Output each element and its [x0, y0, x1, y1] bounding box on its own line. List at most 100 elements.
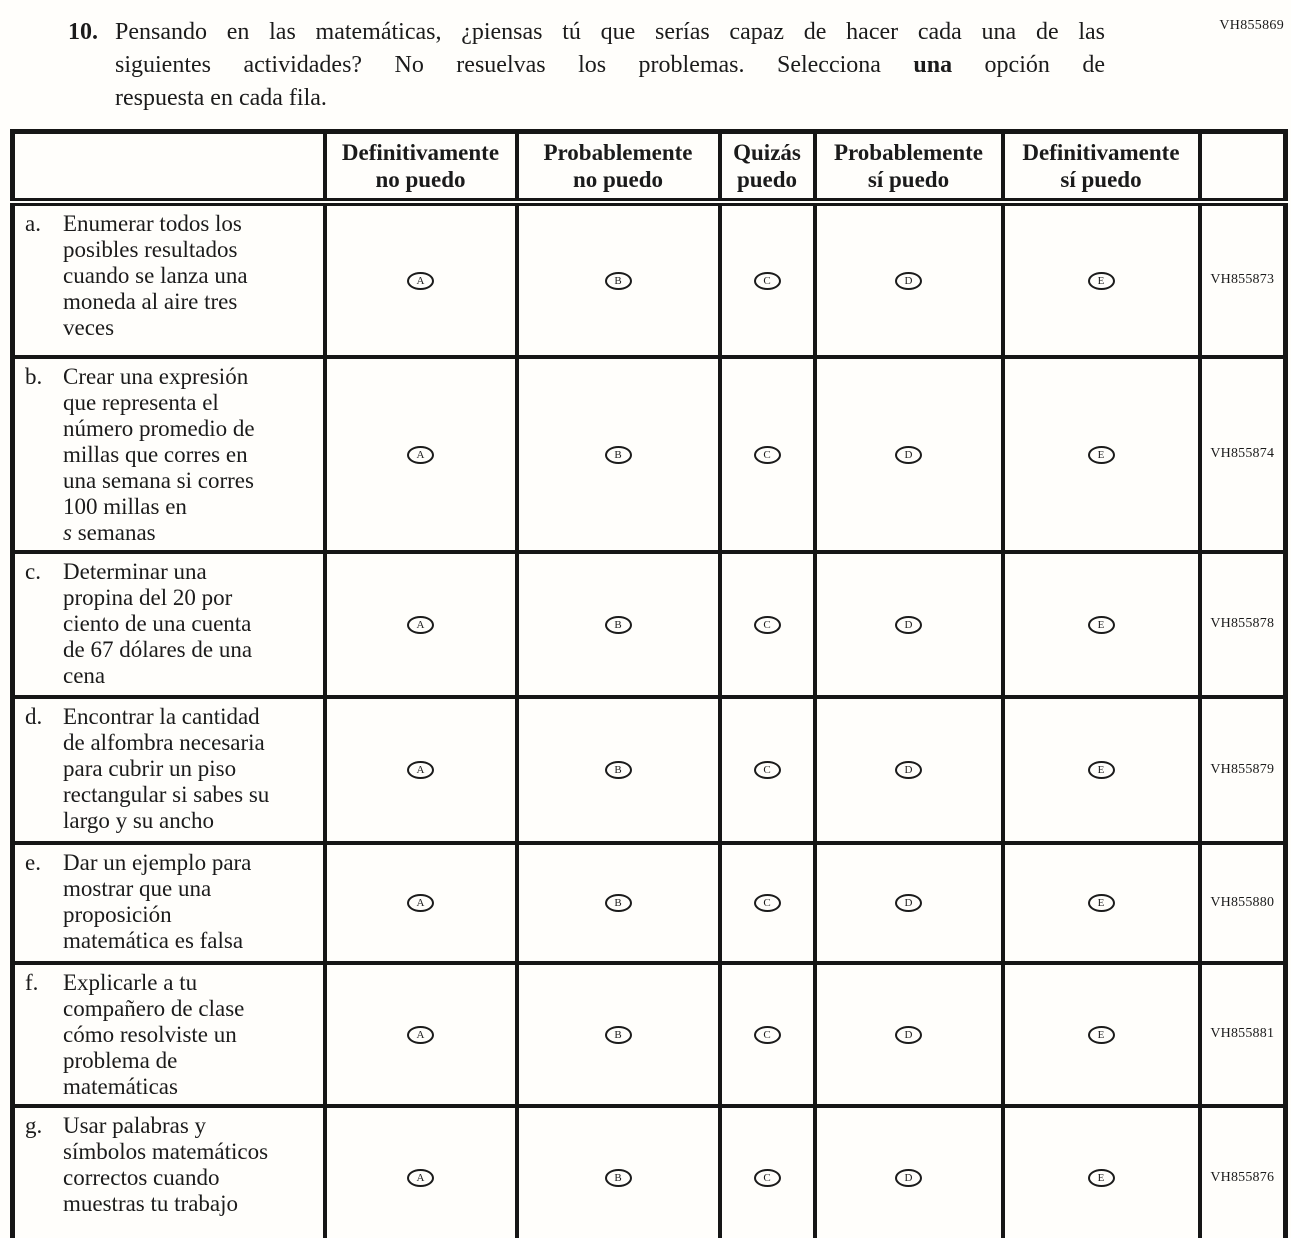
- option-bubble-a-e[interactable]: E: [1087, 271, 1115, 290]
- option-bubble-a-c[interactable]: C: [753, 271, 781, 290]
- text-segment: Enumerar todos los posibles resultados c…: [63, 210, 248, 340]
- question-number: 10.: [68, 19, 98, 45]
- item-text: Encontrar la cantidad de alfombra necesa…: [63, 704, 319, 834]
- option-bubble-e-c[interactable]: C: [753, 894, 781, 912]
- option-bubble-a-a[interactable]: A: [407, 271, 434, 290]
- form-code: VH855869: [1219, 18, 1284, 33]
- item-cell: d. Encontrar la cantidad de alfombra nece…: [10, 694, 327, 845]
- option-bubble-f-a[interactable]: A: [407, 1025, 434, 1044]
- item-letter: e.: [25, 849, 41, 875]
- option-bubble-b-d[interactable]: D: [895, 445, 922, 464]
- option-cell: B: [514, 840, 722, 965]
- item-letter: a.: [25, 210, 41, 236]
- item-text: Explicarle a tu compañero de clase cómo …: [63, 970, 319, 1100]
- item-cell: c. Determinar una propina del 20 por cien…: [10, 549, 327, 699]
- item-cell: e. Dar un ejemplo para mostrar que una pr…: [10, 840, 327, 965]
- option-cell: A: [322, 840, 519, 965]
- option-cell: D: [812, 354, 1005, 554]
- option-bubble-g-b[interactable]: B: [604, 1169, 632, 1188]
- text-segment: una: [913, 52, 953, 78]
- option-bubble-d-b[interactable]: B: [604, 761, 632, 779]
- option-cell: E: [1000, 694, 1202, 845]
- text-segment: Determinar una propina del 20 por ciento…: [63, 558, 253, 688]
- option-cell: E: [1000, 199, 1202, 359]
- option-cell: E: [1000, 960, 1202, 1108]
- text-segment: s: [63, 519, 72, 545]
- option-cell: A: [322, 1103, 519, 1238]
- option-cell: C: [717, 840, 817, 965]
- option-bubble-d-d[interactable]: D: [895, 761, 922, 779]
- item-text: Dar un ejemplo para mostrar que una prop…: [63, 850, 319, 954]
- option-bubble-f-e[interactable]: E: [1087, 1025, 1115, 1044]
- item-text: Crear una expresión que representa el nú…: [63, 364, 319, 546]
- option-bubble-f-d[interactable]: D: [895, 1025, 922, 1044]
- table-row: a. Enumerar todos los posibles resultados…: [10, 199, 1288, 359]
- option-cell: D: [812, 1103, 1005, 1238]
- text-segment: Pensando en las matemáticas, ¿piensas tú…: [115, 19, 1105, 45]
- option-bubble-c-a[interactable]: A: [407, 615, 434, 634]
- option-cell: A: [322, 960, 519, 1108]
- option-column-header-e: Definitivamente sí puedo: [1000, 129, 1202, 206]
- option-bubble-d-e[interactable]: E: [1087, 761, 1115, 779]
- questionnaire-page: VH855869 10. Pensando en las matemáticas…: [0, 16, 1291, 1238]
- option-bubble-g-a[interactable]: A: [407, 1169, 434, 1188]
- table-row: c. Determinar una propina del 20 por cien…: [10, 549, 1288, 699]
- item-code: VH855879: [1197, 694, 1288, 845]
- option-cell: D: [812, 840, 1005, 965]
- option-cell: D: [812, 549, 1005, 699]
- table-row: f. Explicarle a tu compañero de clase cóm…: [10, 960, 1288, 1108]
- option-cell: B: [514, 1103, 722, 1238]
- option-column-header-c: Quizás puedo: [717, 129, 817, 206]
- option-bubble-d-c[interactable]: C: [753, 761, 781, 779]
- option-bubble-g-e[interactable]: E: [1087, 1169, 1115, 1188]
- option-bubble-b-b[interactable]: B: [604, 445, 632, 464]
- text-segment: opción de: [952, 52, 1105, 78]
- option-cell: B: [514, 960, 722, 1108]
- option-cell: C: [717, 549, 817, 699]
- option-bubble-c-c[interactable]: C: [753, 615, 781, 634]
- item-letter: g.: [25, 1112, 43, 1138]
- item-cell: a. Enumerar todos los posibles resultados…: [10, 199, 327, 359]
- option-bubble-e-e[interactable]: E: [1087, 894, 1115, 912]
- option-cell: E: [1000, 549, 1202, 699]
- option-bubble-g-d[interactable]: D: [895, 1169, 922, 1188]
- option-cell: C: [717, 1103, 817, 1238]
- text-segment: Dar un ejemplo para mostrar que una prop…: [63, 849, 252, 953]
- option-bubble-e-d[interactable]: D: [895, 894, 922, 912]
- item-code: VH855880: [1197, 840, 1288, 965]
- option-bubble-d-a[interactable]: A: [407, 761, 434, 779]
- option-bubble-e-b[interactable]: B: [604, 894, 632, 912]
- option-cell: A: [322, 199, 519, 359]
- option-cell: C: [717, 694, 817, 845]
- option-column-header-a: Definitivamente no puedo: [322, 129, 519, 206]
- item-code: VH855878: [1197, 549, 1288, 699]
- code-column-header: [1197, 129, 1288, 206]
- item-column-header: [10, 129, 327, 206]
- option-bubble-g-c[interactable]: C: [753, 1169, 781, 1188]
- option-bubble-b-c[interactable]: C: [753, 445, 781, 464]
- option-bubble-c-e[interactable]: E: [1087, 615, 1115, 634]
- item-text: Enumerar todos los posibles resultados c…: [63, 211, 319, 341]
- option-cell: B: [514, 549, 722, 699]
- option-cell: A: [322, 694, 519, 845]
- option-bubble-c-b[interactable]: B: [604, 615, 632, 634]
- item-letter: b.: [25, 363, 43, 389]
- option-cell: A: [322, 549, 519, 699]
- text-segment: respuesta en cada fila.: [115, 85, 327, 111]
- item-code: VH855876: [1197, 1103, 1288, 1238]
- option-bubble-f-c[interactable]: C: [753, 1025, 781, 1044]
- option-bubble-b-a[interactable]: A: [407, 445, 434, 464]
- item-letter: c.: [25, 558, 41, 584]
- option-cell: E: [1000, 354, 1202, 554]
- option-bubble-e-a[interactable]: A: [407, 894, 434, 912]
- option-bubble-a-d[interactable]: D: [895, 271, 922, 290]
- option-cell: C: [717, 960, 817, 1108]
- option-cell: B: [514, 694, 722, 845]
- text-segment: Crear una expresión que representa el nú…: [63, 363, 255, 519]
- option-bubble-b-e[interactable]: E: [1087, 445, 1115, 464]
- option-bubble-c-d[interactable]: D: [895, 615, 922, 634]
- table-row: b. Crear una expresión que representa el …: [10, 354, 1288, 554]
- text-segment: siguientes actividades? No resuelvas los…: [115, 52, 914, 78]
- option-bubble-f-b[interactable]: B: [604, 1025, 632, 1044]
- option-bubble-a-b[interactable]: B: [604, 271, 632, 290]
